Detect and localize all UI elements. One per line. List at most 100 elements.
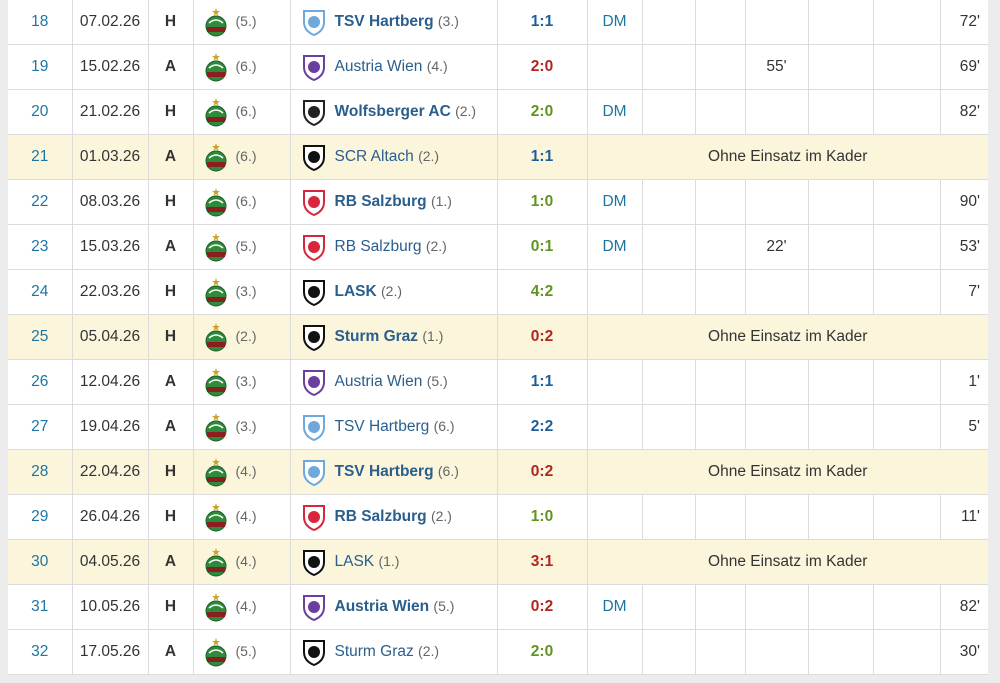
matchday[interactable]: 31 [31, 598, 49, 615]
opponent-name[interactable]: TSV Hartberg [334, 13, 434, 31]
opponent-logo [302, 460, 325, 487]
result[interactable]: 1:1 [530, 373, 554, 390]
minutes: 1' [968, 373, 980, 390]
opponent-logo [302, 235, 325, 262]
opponent-name[interactable]: Austria Wien [334, 58, 423, 76]
minutes: 7' [968, 283, 980, 300]
result[interactable]: 1:1 [530, 148, 554, 165]
result[interactable]: 2:2 [530, 418, 554, 435]
club-rank: (4.) [235, 463, 257, 480]
date: 22.04.26 [79, 463, 141, 480]
venue-cell: H [148, 89, 194, 135]
club-logo [205, 8, 226, 37]
position-cell [587, 629, 643, 675]
opponent-name[interactable]: RB Salzburg [334, 193, 427, 211]
opponent-name[interactable]: Austria Wien [334, 598, 430, 616]
stat-cell [695, 224, 746, 270]
stat-cell [695, 89, 746, 135]
result[interactable]: 2:0 [530, 58, 554, 75]
opponent-name[interactable]: RB Salzburg [334, 238, 422, 256]
matchday[interactable]: 20 [31, 103, 49, 120]
date: 12.04.26 [79, 373, 141, 390]
opponent-logo [302, 190, 325, 217]
stat-cell [695, 44, 746, 90]
matchday[interactable]: 18 [31, 13, 49, 30]
venue: A [164, 238, 177, 255]
club-logo [205, 638, 226, 667]
opponent-logo [302, 325, 325, 352]
opponent-name[interactable]: LASK [334, 283, 377, 301]
result[interactable]: 1:0 [530, 193, 554, 210]
stat-cell [642, 584, 696, 630]
club-cell: (6.) [193, 134, 291, 180]
position-cell [587, 494, 643, 540]
venue-cell: H [148, 269, 194, 315]
sub-cell [745, 494, 809, 540]
date: 22.03.26 [79, 283, 141, 300]
date-cell: 05.04.26 [72, 314, 149, 360]
sub-cell [745, 269, 809, 315]
stat-cell [642, 359, 696, 405]
matchday[interactable]: 26 [31, 373, 49, 390]
matchday[interactable]: 21 [31, 148, 49, 165]
club-cell: (6.) [193, 44, 291, 90]
stat-cell [695, 359, 746, 405]
opponent-name[interactable]: SCR Altach [334, 148, 414, 166]
result[interactable]: 1:0 [530, 508, 554, 525]
matchday[interactable]: 19 [31, 58, 49, 75]
result[interactable]: 0:1 [530, 238, 554, 255]
opponent-name[interactable]: RB Salzburg [334, 508, 427, 526]
minutes-cell: 30' [940, 629, 988, 675]
date: 04.05.26 [79, 553, 141, 570]
result[interactable]: 3:1 [530, 553, 554, 570]
club-logo [205, 413, 226, 442]
matchday[interactable]: 24 [31, 283, 49, 300]
matchday[interactable]: 28 [31, 463, 49, 480]
matchday[interactable]: 32 [31, 643, 49, 660]
date: 05.04.26 [79, 328, 141, 345]
stat-cell [808, 89, 874, 135]
matchday[interactable]: 29 [31, 508, 49, 525]
club-rank: (6.) [235, 148, 257, 165]
result[interactable]: 0:2 [530, 328, 554, 345]
stat-cell [873, 0, 941, 45]
opponent-name[interactable]: TSV Hartberg [334, 418, 430, 436]
matchday[interactable]: 27 [31, 418, 49, 435]
opponent-logo [302, 55, 325, 82]
result[interactable]: 4:2 [530, 283, 554, 300]
table-body: 18 07.02.26 H (5.) TSV Hartberg (3.) 1:1 DM 72'… [8, 0, 988, 675]
note-cell: Ohne Einsatz im Kader [587, 539, 988, 585]
matchday[interactable]: 23 [31, 238, 49, 255]
opponent-rank: (2.) [418, 148, 440, 165]
result[interactable]: 2:0 [530, 643, 554, 660]
result[interactable]: 2:0 [530, 103, 554, 120]
club-logo [205, 143, 226, 172]
club-rank: (4.) [235, 598, 257, 615]
club-cell: (4.) [193, 539, 291, 585]
matchday[interactable]: 30 [31, 553, 49, 570]
opponent-name[interactable]: Sturm Graz [334, 643, 414, 661]
result[interactable]: 0:2 [530, 463, 554, 480]
matchday[interactable]: 25 [31, 328, 49, 345]
opponent-name[interactable]: LASK [334, 553, 375, 571]
matchday[interactable]: 22 [31, 193, 49, 210]
opponent-name[interactable]: Wolfsberger AC [334, 103, 451, 121]
stat-cell [873, 224, 941, 270]
position-cell: DM [587, 179, 643, 225]
result[interactable]: 1:1 [530, 13, 554, 30]
result[interactable]: 0:2 [530, 598, 554, 615]
opponent-name[interactable]: Sturm Graz [334, 328, 419, 346]
opponent-name[interactable]: Austria Wien [334, 373, 423, 391]
stat-cell [695, 269, 746, 315]
match-row: 19 15.02.26 A (6.) Austria Wien (4.) 2:0 55' 69… [8, 44, 988, 90]
opponent-name[interactable]: TSV Hartberg [334, 463, 434, 481]
match-row: 31 10.05.26 H (4.) Austria Wien (5.) 0:2 DM 82' [8, 584, 988, 630]
club-rank: (3.) [235, 283, 257, 300]
venue-cell: A [148, 134, 194, 180]
stat-cell [808, 0, 874, 45]
date-cell: 10.05.26 [72, 584, 149, 630]
result-cell: 1:1 [497, 0, 588, 45]
sub-cell [745, 629, 809, 675]
matchday-cell: 20 [8, 89, 73, 135]
date-cell: 15.03.26 [72, 224, 149, 270]
